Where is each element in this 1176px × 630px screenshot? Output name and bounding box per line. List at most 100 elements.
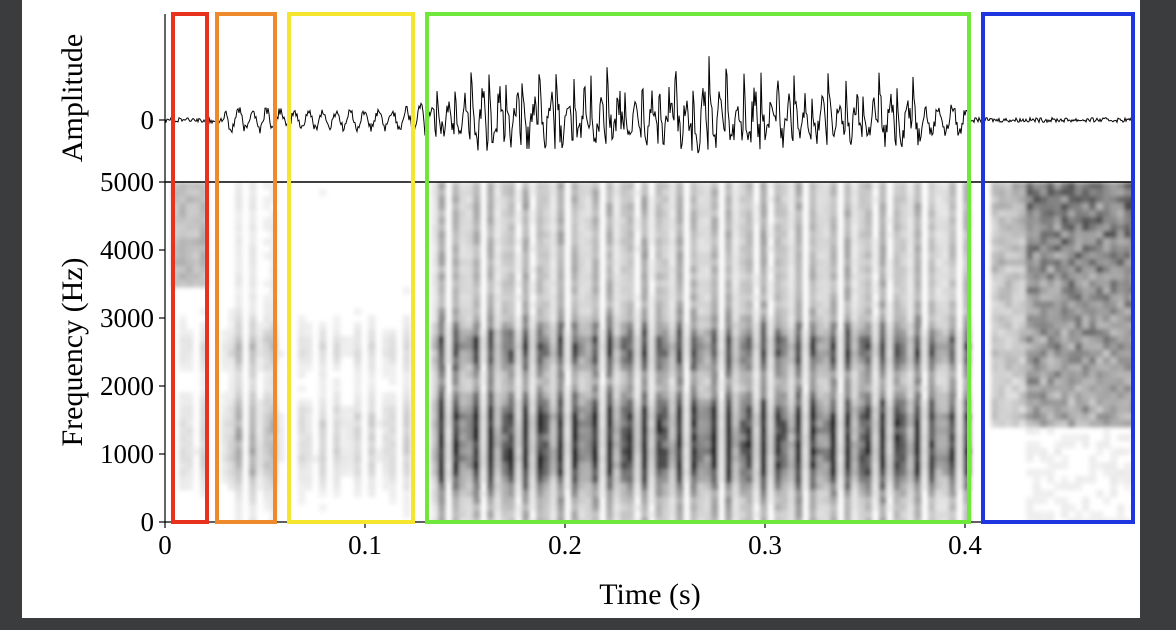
spectrogram-cell <box>1103 245 1111 253</box>
spectrogram-cell <box>865 336 873 344</box>
spectrogram-cell <box>179 350 187 358</box>
spectrogram-cell <box>669 399 677 407</box>
spectrogram-cell <box>991 378 999 386</box>
spectrogram-cell <box>809 427 817 435</box>
spectrogram-cell <box>641 252 649 260</box>
spectrogram-cell <box>305 420 313 428</box>
spectrogram-cell <box>767 336 775 344</box>
spectrogram-cell <box>830 224 838 232</box>
spectrogram-cell <box>221 413 229 421</box>
spectrogram-cell <box>403 441 411 449</box>
spectrogram-cell <box>991 385 999 393</box>
spectrogram-cell <box>585 504 593 512</box>
spectrogram-cell <box>1033 273 1041 281</box>
spectrogram-cell <box>711 224 719 232</box>
spectrogram-cell <box>802 441 810 449</box>
spectrogram-cell <box>844 315 852 323</box>
spectrogram-cell <box>333 420 341 428</box>
spectrogram-cell <box>767 469 775 477</box>
spectrogram-cell <box>627 224 635 232</box>
spectrogram-cell <box>704 476 712 484</box>
spectrogram-cell <box>669 203 677 211</box>
spectrogram-cell <box>816 273 824 281</box>
spectrogram-cell <box>1040 406 1048 414</box>
spectrogram-cell <box>746 196 754 204</box>
spectrogram-cell <box>858 280 866 288</box>
spectrogram-cell <box>732 350 740 358</box>
spectrogram-cell <box>655 385 663 393</box>
spectrogram-cell <box>767 280 775 288</box>
spectrogram-cell <box>606 497 614 505</box>
spectrogram-cell <box>648 434 656 442</box>
spectrogram-cell <box>746 462 754 470</box>
spectrogram-cell <box>641 364 649 372</box>
spectrogram-cell <box>781 224 789 232</box>
spectrogram-cell <box>900 280 908 288</box>
spectrogram-cell <box>1096 357 1104 365</box>
spectrogram-cell <box>459 210 467 218</box>
spectrogram-cell <box>774 315 782 323</box>
spectrogram-cell <box>522 504 530 512</box>
spectrogram-cell <box>809 343 817 351</box>
spectrogram-cell <box>557 511 565 519</box>
spectrogram-cell <box>1012 315 1020 323</box>
spectrogram-cell <box>711 413 719 421</box>
spectrogram-cell <box>263 196 271 204</box>
spectrogram-cell <box>592 371 600 379</box>
spectrogram-cell <box>452 203 460 211</box>
spectrogram-cell <box>823 308 831 316</box>
spectrogram-cell <box>634 245 642 253</box>
spectrogram-cell <box>501 301 509 309</box>
spectrogram-cell <box>1040 399 1048 407</box>
spectrogram-cell <box>851 238 859 246</box>
spectrogram-cell <box>529 420 537 428</box>
spectrogram-cell <box>865 413 873 421</box>
spectrogram-cell <box>928 511 936 519</box>
spectrogram-cell <box>606 308 614 316</box>
spectrogram-cell <box>1012 217 1020 225</box>
spectrogram-cell <box>725 196 733 204</box>
spectrogram-cell <box>1075 336 1083 344</box>
spectrogram-cell <box>823 441 831 449</box>
spectrogram-cell <box>1089 350 1097 358</box>
spectrogram-cell <box>186 266 194 274</box>
spectrogram-cell <box>228 469 236 477</box>
spectrogram-cell <box>893 483 901 491</box>
spectrogram-cell <box>928 301 936 309</box>
spectrogram-cell <box>606 420 614 428</box>
spectrogram-cell <box>718 378 726 386</box>
spectrogram-cell <box>480 469 488 477</box>
spectrogram-cell <box>1012 203 1020 211</box>
spectrogram-cell <box>1019 336 1027 344</box>
spectrogram-cell <box>879 413 887 421</box>
spectrogram-cell <box>620 315 628 323</box>
spectrogram-cell <box>851 406 859 414</box>
spectrogram-cell <box>1103 392 1111 400</box>
spectrogram-cell <box>571 217 579 225</box>
spectrogram-cell <box>1082 189 1090 197</box>
spectrogram-cell <box>368 441 376 449</box>
spectrogram-cell <box>1110 182 1118 190</box>
spectrogram-cell <box>914 259 922 267</box>
spectrogram-cell <box>732 252 740 260</box>
spectrogram-cell <box>746 483 754 491</box>
spectrogram-cell <box>1012 224 1020 232</box>
spectrogram-cell <box>830 504 838 512</box>
spectrogram-cell <box>1110 280 1118 288</box>
spectrogram-cell <box>1033 315 1041 323</box>
spectrogram-cell <box>543 504 551 512</box>
spectrogram-cell <box>886 490 894 498</box>
spectrogram-cell <box>1040 266 1048 274</box>
spectrogram-cell <box>774 392 782 400</box>
spectrogram-cell <box>627 231 635 239</box>
spectrogram-cell <box>466 245 474 253</box>
spectrogram-cell <box>634 399 642 407</box>
spectrogram-cell <box>494 504 502 512</box>
spectrogram-cell <box>648 238 656 246</box>
spectrogram-cell <box>711 385 719 393</box>
spectrogram-cell <box>725 364 733 372</box>
spectrogram-cell <box>816 280 824 288</box>
spectrogram-cell <box>277 350 285 358</box>
spectrogram-cell <box>1117 273 1125 281</box>
spectrogram-cell <box>837 392 845 400</box>
